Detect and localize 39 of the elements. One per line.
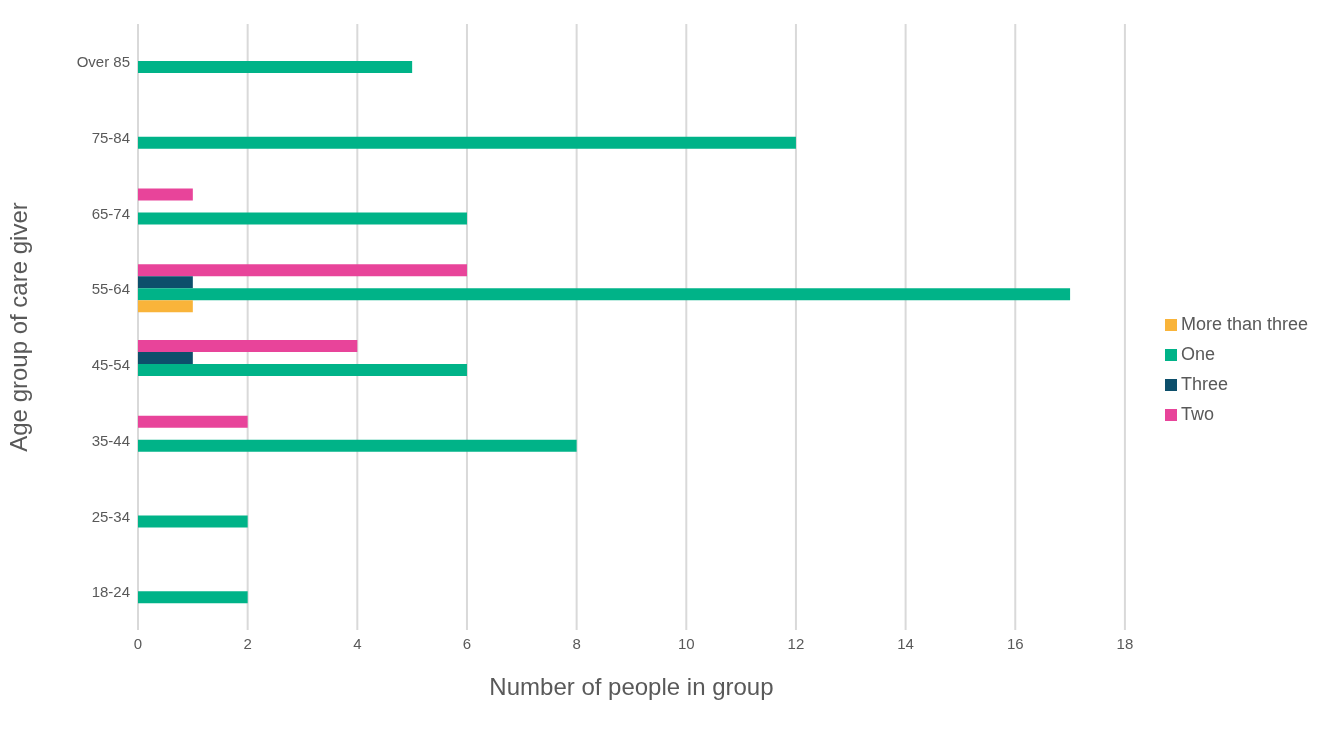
y-tick-label: Over 85 (76, 53, 130, 71)
x-tick-label: 8 (572, 634, 581, 652)
bar (138, 264, 467, 277)
bar (138, 591, 248, 604)
y-tick-label: 45-54 (91, 356, 130, 374)
bar (138, 363, 467, 376)
legend-label: One (1180, 344, 1215, 364)
y-tick-label: 75-84 (91, 128, 130, 146)
legend-label: Three (1180, 374, 1228, 394)
x-tick-label: 6 (462, 634, 472, 652)
bar (138, 212, 467, 225)
bar (138, 339, 358, 352)
x-tick-label: 18 (1116, 634, 1134, 652)
x-tick-label: 4 (353, 634, 362, 652)
bar (138, 136, 796, 149)
y-tick-label: 55-64 (91, 280, 130, 298)
x-tick-label: 16 (1006, 634, 1024, 652)
y-tick-label: 18-24 (91, 583, 130, 601)
y-tick-label: 65-74 (91, 204, 130, 222)
bar (138, 300, 193, 313)
y-tick-label: 25-34 (91, 507, 130, 525)
y-axis-title: Age group of care giver (4, 202, 32, 452)
bar (138, 439, 577, 452)
x-tick-label: 14 (897, 634, 914, 652)
x-axis-title: Number of people in group (489, 673, 774, 700)
legend-label: Two (1180, 404, 1214, 424)
x-tick-label: 12 (787, 634, 805, 652)
bar (138, 415, 248, 428)
bar (138, 276, 193, 289)
bar (138, 351, 193, 364)
legend-label: More than three (1180, 314, 1308, 334)
bar (138, 515, 248, 528)
x-tick-label: 10 (677, 634, 695, 652)
bar (138, 288, 1071, 301)
x-tick-label: 0 (133, 634, 143, 652)
bar (138, 60, 413, 73)
bar (138, 188, 193, 201)
y-tick-label: 35-44 (91, 431, 130, 449)
x-tick-label: 2 (243, 634, 252, 652)
